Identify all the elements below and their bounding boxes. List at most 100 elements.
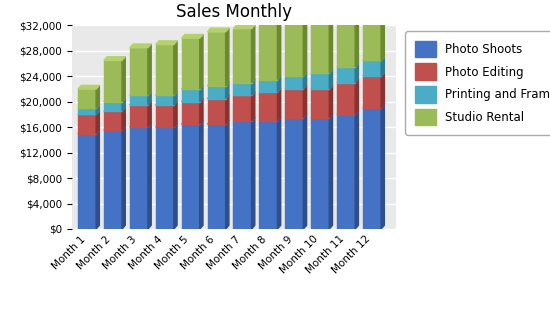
Bar (363, 108, 381, 229)
Bar (207, 124, 225, 229)
Bar (311, 73, 329, 89)
Polygon shape (96, 85, 100, 108)
Bar (182, 89, 200, 102)
Bar (104, 111, 122, 130)
Polygon shape (381, 104, 384, 229)
Bar (156, 95, 174, 105)
Polygon shape (259, 117, 281, 121)
Polygon shape (311, 85, 333, 89)
Polygon shape (304, 18, 306, 76)
Polygon shape (207, 82, 229, 86)
Polygon shape (337, 63, 359, 67)
Bar (285, 76, 304, 89)
Polygon shape (104, 57, 125, 60)
Bar (130, 105, 148, 127)
Bar (182, 102, 200, 124)
Polygon shape (174, 41, 177, 95)
Polygon shape (304, 85, 306, 118)
Bar (233, 83, 251, 95)
Polygon shape (259, 76, 281, 80)
Polygon shape (156, 123, 177, 127)
Polygon shape (233, 92, 255, 95)
Polygon shape (130, 123, 151, 127)
Polygon shape (251, 117, 255, 229)
Bar (285, 89, 304, 118)
Polygon shape (311, 114, 333, 118)
Bar (337, 19, 355, 67)
Polygon shape (104, 127, 125, 130)
Polygon shape (251, 79, 255, 95)
Bar (337, 67, 355, 83)
Polygon shape (78, 104, 100, 108)
Polygon shape (104, 107, 125, 111)
Bar (78, 114, 96, 134)
Polygon shape (200, 120, 203, 229)
Polygon shape (381, 73, 384, 108)
Polygon shape (122, 98, 125, 111)
Polygon shape (355, 15, 359, 67)
Polygon shape (337, 79, 359, 83)
Polygon shape (311, 18, 333, 22)
Bar (259, 92, 277, 121)
Bar (182, 38, 200, 89)
Polygon shape (207, 28, 229, 32)
Polygon shape (148, 44, 151, 95)
Polygon shape (174, 101, 177, 127)
Polygon shape (148, 101, 151, 127)
Polygon shape (337, 15, 359, 19)
Bar (233, 29, 251, 83)
Polygon shape (182, 120, 203, 124)
Polygon shape (96, 104, 100, 114)
Polygon shape (363, 73, 384, 76)
Bar (285, 22, 304, 76)
Bar (207, 32, 225, 86)
Bar (78, 89, 96, 108)
Polygon shape (355, 79, 359, 114)
Polygon shape (285, 73, 306, 76)
Polygon shape (130, 92, 151, 95)
Bar (130, 95, 148, 105)
Polygon shape (174, 123, 177, 229)
Polygon shape (207, 120, 229, 124)
Polygon shape (329, 114, 333, 229)
Legend: Photo Shoots, Photo Editing, Printing and Framing, Studio Rental: Photo Shoots, Photo Editing, Printing an… (405, 31, 550, 135)
Polygon shape (381, 57, 384, 76)
Bar (363, 60, 381, 76)
Polygon shape (304, 114, 306, 229)
Polygon shape (363, 15, 384, 19)
Bar (337, 83, 355, 114)
Bar (311, 22, 329, 73)
Bar (233, 95, 251, 121)
Polygon shape (233, 117, 255, 121)
Polygon shape (277, 76, 280, 92)
Bar (259, 121, 277, 229)
Bar (363, 76, 381, 108)
Polygon shape (200, 85, 203, 102)
Polygon shape (156, 101, 177, 105)
Polygon shape (259, 18, 281, 22)
Polygon shape (363, 57, 384, 60)
Bar (233, 121, 251, 229)
Polygon shape (122, 107, 125, 130)
Bar (259, 80, 277, 92)
Polygon shape (329, 69, 333, 89)
Bar (259, 22, 277, 80)
Polygon shape (363, 104, 384, 108)
Bar (78, 108, 96, 114)
Polygon shape (156, 41, 177, 45)
Polygon shape (148, 123, 151, 229)
Polygon shape (96, 130, 100, 229)
Polygon shape (226, 95, 229, 124)
Bar (156, 127, 174, 229)
Polygon shape (182, 34, 203, 38)
Polygon shape (207, 95, 229, 99)
Polygon shape (311, 69, 333, 73)
Polygon shape (355, 111, 359, 229)
Polygon shape (277, 88, 280, 121)
Polygon shape (78, 85, 100, 89)
Bar (207, 99, 225, 124)
Polygon shape (226, 28, 229, 86)
Polygon shape (337, 111, 359, 114)
Bar (130, 48, 148, 95)
Bar (182, 124, 200, 229)
